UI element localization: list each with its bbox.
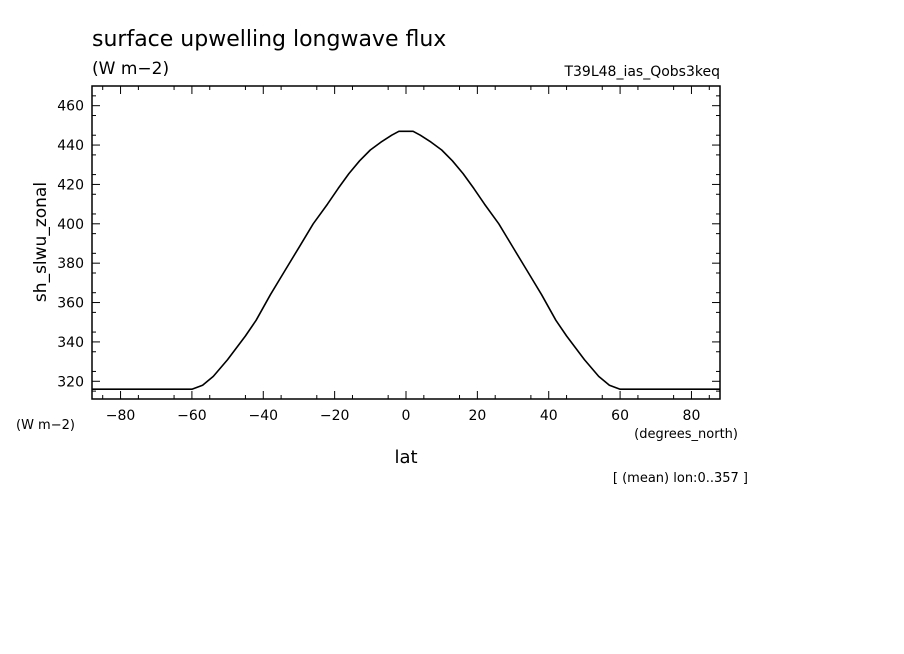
x-tick-label: 60 (611, 408, 629, 424)
axis-ticks (92, 86, 720, 399)
x-tick-label: −40 (248, 408, 278, 424)
data-series (92, 130, 720, 391)
x-tick-label: −80 (106, 408, 136, 424)
y-tick-label: 420 (57, 177, 84, 193)
chart-units: (W m−2) (92, 59, 169, 79)
x-tick-label: −60 (177, 408, 207, 424)
x-tick-label: 80 (683, 408, 701, 424)
y-axis-label: sh_slwu_zonal (31, 182, 51, 302)
x-units-label: (degrees_north) (634, 427, 738, 442)
y-tick-label: 340 (57, 335, 84, 351)
y-tick-label: 380 (57, 256, 84, 272)
run-id: T39L48_ias_Qobs3keq (563, 64, 720, 80)
y-tick-label: 360 (57, 296, 84, 312)
y-units-label: (W m−2) (16, 418, 75, 433)
x-tick-label: −20 (320, 408, 350, 424)
x-tick-label: 40 (540, 408, 558, 424)
y-tick-label: 460 (57, 99, 84, 115)
x-tick-labels: −80 −60 −40 −20 0 20 40 60 80 (106, 408, 701, 424)
plot-frame (91, 85, 721, 400)
averaging-note: [ (mean) lon:0..357 ] (613, 471, 748, 486)
x-tick-label: 0 (402, 408, 411, 424)
y-tick-label: 440 (57, 138, 84, 154)
x-tick-label: 20 (468, 408, 486, 424)
chart-title: surface upwelling longwave flux (92, 27, 446, 52)
y-tick-label: 320 (57, 374, 84, 390)
y-tick-label: 400 (57, 217, 84, 233)
series-line (92, 130, 720, 391)
x-axis-label: lat (394, 447, 417, 468)
y-tick-labels: 320 340 360 380 400 420 440 460 (57, 99, 84, 391)
